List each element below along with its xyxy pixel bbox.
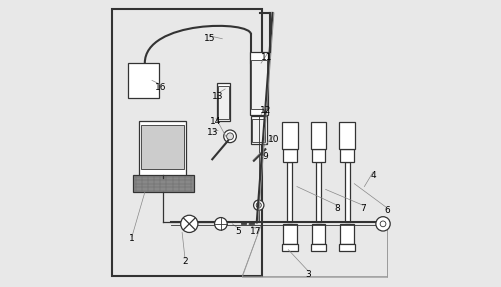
Text: 3: 3: [305, 269, 311, 279]
Bar: [310, 244, 326, 251]
Bar: [282, 149, 296, 162]
Circle shape: [253, 200, 264, 210]
Text: 17: 17: [249, 226, 261, 236]
Bar: [252, 119, 265, 142]
Text: 9: 9: [262, 152, 268, 161]
Circle shape: [379, 221, 385, 227]
Bar: [311, 224, 325, 244]
Bar: [311, 149, 325, 162]
Text: 4: 4: [369, 170, 375, 180]
Bar: [315, 162, 320, 222]
Text: 10: 10: [268, 135, 279, 144]
Circle shape: [180, 215, 197, 232]
Bar: [217, 86, 228, 119]
Text: 1: 1: [129, 234, 134, 243]
Text: 6: 6: [384, 206, 389, 216]
Bar: [240, 222, 245, 224]
Bar: [281, 244, 297, 251]
Bar: [139, 121, 186, 178]
Text: 12: 12: [259, 106, 271, 115]
Circle shape: [223, 130, 236, 143]
Bar: [340, 224, 353, 244]
Bar: [340, 149, 353, 162]
Bar: [339, 122, 354, 149]
Text: 15: 15: [203, 34, 215, 43]
Bar: [112, 9, 262, 276]
Text: 7: 7: [359, 203, 365, 213]
Text: 2: 2: [182, 257, 187, 266]
Text: 14: 14: [210, 117, 221, 126]
Text: 13: 13: [212, 92, 223, 101]
Bar: [248, 222, 254, 224]
Bar: [282, 224, 296, 244]
Circle shape: [214, 218, 227, 230]
Bar: [250, 60, 266, 109]
Text: 16: 16: [154, 83, 166, 92]
Bar: [281, 122, 297, 149]
Text: 13: 13: [207, 128, 218, 137]
Circle shape: [256, 203, 261, 208]
Circle shape: [375, 217, 389, 231]
Bar: [249, 52, 268, 115]
Bar: [287, 162, 292, 222]
Text: 11: 11: [261, 53, 272, 62]
Text: 8: 8: [334, 203, 339, 213]
Bar: [339, 244, 354, 251]
Bar: [133, 175, 193, 192]
Bar: [140, 125, 184, 169]
Bar: [216, 83, 230, 121]
Bar: [250, 116, 266, 144]
Text: 5: 5: [235, 226, 240, 236]
Bar: [344, 162, 349, 222]
Bar: [127, 63, 159, 98]
Circle shape: [226, 133, 233, 140]
Bar: [310, 122, 326, 149]
